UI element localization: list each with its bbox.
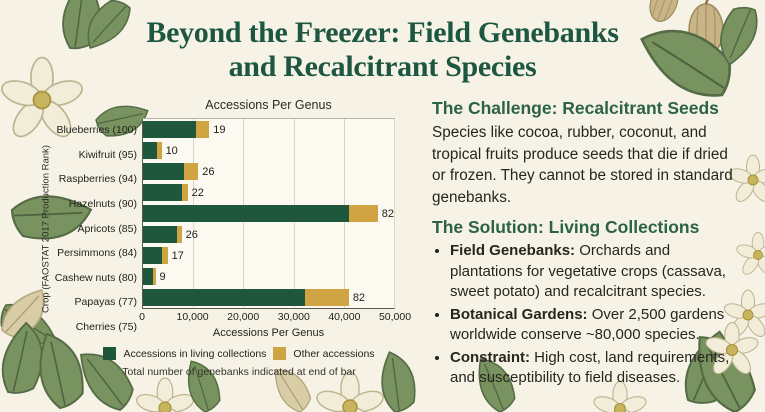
bar-row: 17 bbox=[143, 245, 394, 266]
genebank-count-label: 10 bbox=[165, 144, 178, 157]
bar-segment-other-accessions bbox=[181, 184, 188, 201]
x-tick-label: 30,000 bbox=[277, 311, 310, 323]
page-title-line1: Beyond the Freezer: Field Genebanks bbox=[146, 16, 619, 49]
x-tick-label: 10,000 bbox=[176, 311, 209, 323]
x-tick-label: 40,000 bbox=[328, 311, 361, 323]
x-tick-label: 50,000 bbox=[378, 311, 412, 323]
plot-area: 19 10 26 22 82 26 17 9 82 bbox=[142, 118, 395, 309]
bar-row: 19 bbox=[143, 119, 394, 140]
bar-segment-living-collections bbox=[143, 184, 182, 201]
genebank-count-label: 17 bbox=[171, 249, 184, 262]
bar-segment-other-accessions bbox=[184, 163, 199, 180]
info-panel: The Challenge: Recalcitrant Seeds Specie… bbox=[432, 98, 744, 391]
bar-row: 82 bbox=[143, 287, 394, 308]
bar-segment-living-collections bbox=[143, 247, 162, 264]
bar-segment-other-accessions bbox=[161, 247, 168, 264]
category-label: Persimmons (84) bbox=[57, 247, 137, 260]
bar-row: 26 bbox=[143, 161, 394, 182]
bar-segment-other-accessions bbox=[176, 226, 182, 243]
bar-row: 82 bbox=[143, 203, 394, 224]
bullet-text: Orchards and plantations for vegetative … bbox=[450, 242, 726, 300]
bar-segment-living-collections bbox=[143, 268, 153, 285]
bar-segment-other-accessions bbox=[305, 289, 349, 306]
category-label: Kiwifruit (95) bbox=[78, 148, 137, 161]
bullet-label: Botanical Gardens: bbox=[450, 305, 588, 323]
solution-bullet-list: Field Genebanks: Orchards and plantation… bbox=[432, 241, 744, 389]
bullet-text: Over 2,500 gardens worldwide conserve ~8… bbox=[450, 305, 725, 344]
solution-bullet: Field Genebanks: Orchards and plantation… bbox=[450, 241, 744, 303]
solution-bullet: Botanical Gardens: Over 2,500 gardens wo… bbox=[450, 305, 744, 346]
x-axis-label: Accessions Per Genus bbox=[212, 327, 325, 339]
challenge-body: Species like cocoa, rubber, coconut, and… bbox=[432, 124, 733, 206]
legend-label-living-collections: Accessions in living collections bbox=[123, 347, 267, 360]
bar-segment-other-accessions bbox=[196, 121, 210, 138]
category-label: Raspberries (94) bbox=[58, 173, 137, 186]
y-axis: Crop (FAOSTAT 2017 Production Rank) bbox=[38, 118, 54, 339]
bar-segment-living-collections bbox=[143, 121, 197, 138]
legend-label-other-accessions: Other accessions bbox=[293, 347, 375, 360]
solution-heading: The Solution: Living Collections bbox=[432, 217, 700, 237]
chart-title: Accessions Per Genus bbox=[205, 98, 332, 112]
bar-segment-other-accessions bbox=[157, 142, 162, 159]
genebank-count-label: 19 bbox=[213, 123, 226, 136]
genebank-count-label: 26 bbox=[202, 165, 215, 178]
bar-row: 10 bbox=[143, 140, 394, 161]
accessions-chart: Accessions Per Genus Crop (FAOSTAT 2017 … bbox=[38, 98, 412, 378]
gridline bbox=[394, 119, 395, 308]
solution-bullet: Constraint: High cost, land requirements… bbox=[450, 348, 744, 389]
category-label: Hazelnuts (90) bbox=[68, 197, 137, 210]
category-label: Cashew nuts (80) bbox=[54, 271, 137, 284]
category-label: Apricots (85) bbox=[77, 222, 137, 235]
genebank-count-label: 9 bbox=[159, 270, 166, 283]
x-tick-label: 0 bbox=[139, 311, 145, 323]
chart-note: Total number of genebanks indicated at e… bbox=[122, 366, 356, 378]
y-axis-label: Crop (FAOSTAT 2017 Production Rank) bbox=[40, 144, 52, 313]
bar-segment-living-collections bbox=[143, 226, 177, 243]
x-tick-label: 20,000 bbox=[227, 311, 260, 323]
bar-segment-living-collections bbox=[143, 205, 349, 222]
bar-row: 9 bbox=[143, 266, 394, 287]
category-label: Blueberries (100) bbox=[56, 124, 137, 137]
challenge-heading: The Challenge: Recalcitrant Seeds bbox=[432, 98, 719, 118]
category-label: Cherries (75) bbox=[75, 320, 137, 333]
bar-segment-living-collections bbox=[143, 289, 306, 306]
bar-segment-living-collections bbox=[143, 142, 158, 159]
bullet-label: Constraint: bbox=[450, 348, 530, 366]
genebank-count-label: 82 bbox=[352, 291, 366, 304]
bar-segment-other-accessions bbox=[152, 268, 156, 285]
legend-swatch-living-collections bbox=[103, 347, 117, 360]
page-title-line2: and Recalcitrant Species bbox=[228, 50, 537, 83]
y-axis-tick-labels: Blueberries (100) Kiwifruit (95) Raspberri… bbox=[54, 118, 142, 339]
bar-segment-other-accessions bbox=[348, 205, 378, 222]
bar-row: 26 bbox=[143, 224, 394, 245]
x-axis-tick-labels: 0 10,000 20,000 30,000 40,000 50,000 bbox=[139, 311, 411, 325]
category-label: Papayas (77) bbox=[74, 296, 137, 309]
bar-row: 22 bbox=[143, 182, 394, 203]
legend-swatch-other-accessions bbox=[273, 347, 287, 360]
genebank-count-label: 82 bbox=[381, 207, 394, 220]
bullet-label: Field Genebanks: bbox=[450, 242, 576, 259]
page-title: Beyond the Freezer: Field Genebanks and … bbox=[70, 16, 695, 84]
chart-legend: Accessions in living collections Other a… bbox=[68, 347, 410, 360]
bar-segment-living-collections bbox=[143, 163, 185, 180]
genebank-count-label: 26 bbox=[185, 228, 198, 241]
genebank-count-label: 22 bbox=[191, 186, 204, 199]
